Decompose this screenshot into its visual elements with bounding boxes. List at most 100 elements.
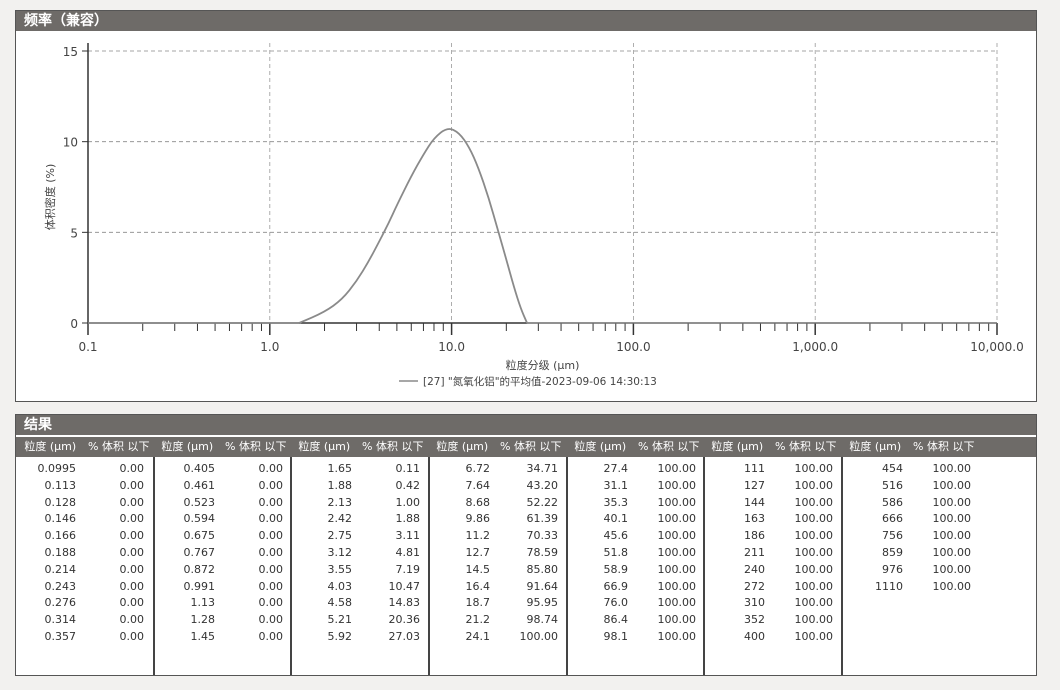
particle-size: 400 [744, 629, 765, 643]
particle-size: 40.1 [603, 512, 629, 526]
volume-percent-under: 0.00 [119, 545, 145, 559]
x-tick-label: 1.0 [260, 340, 279, 354]
column-body: 111 100.00 127 100.00 144 100.00 163 100.00 186 1… [703, 457, 840, 675]
volume-percent-under: 0.00 [258, 478, 284, 492]
table-row: 1.65 0.11 [292, 461, 427, 478]
volume-percent-under: 0.00 [258, 613, 284, 627]
frequency-chart: 0 5 10 15 0.1 1.0 10.0 100.0 1,000.0 10,000.0 [27]… [43, 43, 1024, 388]
volume-percent-under: 100.00 [932, 478, 972, 492]
percent-column-header: % 体积 以下 [225, 440, 287, 453]
particle-size: 16.4 [465, 579, 491, 593]
volume-percent-under: 1.88 [395, 512, 421, 526]
table-row: 2.42 1.88 [292, 511, 427, 528]
volume-percent-under: 4.81 [395, 545, 421, 559]
table-row: 0.113 0.00 [16, 478, 153, 495]
particle-size: 12.7 [465, 545, 491, 559]
table-row: 0.767 0.00 [155, 545, 290, 562]
table-row: 0.166 0.00 [16, 528, 153, 545]
column-body: 27.4 100.00 31.1 100.00 35.3 100.00 40.1 100.00… [566, 457, 703, 675]
volume-percent-under: 100.00 [794, 629, 834, 643]
volume-percent-under: 0.00 [258, 529, 284, 543]
particle-size: 0.128 [44, 495, 77, 509]
column-headers: 粒度 (μm) % 体积 以下 [841, 437, 978, 457]
table-row: 0.188 0.00 [16, 545, 153, 562]
particle-size: 4.58 [327, 596, 353, 610]
volume-percent-under: 85.80 [526, 562, 559, 576]
particle-size: 0.594 [183, 512, 216, 526]
particle-size: 0.188 [44, 545, 77, 559]
size-column-header: 粒度 (μm) [298, 440, 351, 453]
particle-size: 14.5 [465, 562, 491, 576]
x-tick-label: 100.0 [616, 340, 650, 354]
volume-percent-under: 100.00 [794, 529, 834, 543]
particle-size: 45.6 [603, 529, 629, 543]
column-headers: 粒度 (μm) % 体积 以下 [290, 437, 427, 457]
table-row: 0.0995 0.00 [16, 461, 153, 478]
particle-size: 111 [744, 462, 765, 475]
column-headers: 粒度 (μm) % 体积 以下 [428, 437, 565, 457]
volume-percent-under: 0.00 [119, 512, 145, 526]
table-row: 1.88 0.42 [292, 478, 427, 495]
particle-size: 240 [744, 562, 765, 576]
particle-size: 0.0995 [37, 462, 77, 475]
particle-size: 3.55 [327, 562, 353, 576]
table-row: 976 100.00 [843, 562, 978, 579]
particle-size: 1.28 [190, 613, 216, 627]
volume-percent-under: 100.00 [932, 579, 972, 593]
x-tick-label: 0.1 [78, 340, 97, 354]
table-row: 111 100.00 [705, 461, 840, 478]
y-axis-label: 体积密度 (%) [43, 164, 57, 231]
table-row: 8.68 52.22 [430, 495, 565, 512]
particle-size: 976 [882, 562, 903, 576]
particle-size: 1.65 [327, 462, 353, 475]
volume-percent-under: 0.42 [395, 478, 421, 492]
percent-column-header: % 体积 以下 [88, 440, 150, 453]
results-title: 结果 [16, 415, 1036, 435]
volume-percent-under: 0.00 [258, 462, 284, 475]
particle-size: 86.4 [603, 613, 629, 627]
result-column-group: 粒度 (μm)% 体积 以下 0.0995 0.00 0.113 0.00 0.128 0.… [16, 437, 153, 675]
size-column-header: 粒度 (μm) [436, 440, 489, 453]
particle-size: 0.166 [44, 529, 77, 543]
result-column-group: 粒度 (μm) % 体积 以下 454 100.00 516 100.00 586 100.0… [841, 437, 978, 675]
particle-size: 1.88 [327, 478, 353, 492]
volume-percent-under: 0.00 [258, 562, 284, 576]
y-tick-label: 10 [63, 136, 78, 150]
size-column-header: 粒度 (μm) [574, 440, 627, 453]
result-column-group: 粒度 (μm) % 体积 以下 27.4 100.00 31.1 100.00 35.3 10… [566, 437, 703, 675]
volume-percent-under: 0.00 [119, 462, 145, 475]
particle-size: 31.1 [603, 478, 629, 492]
percent-column-header: % 体积 以下 [775, 440, 837, 453]
particle-size: 163 [744, 512, 765, 526]
volume-percent-under: 0.11 [395, 462, 421, 475]
particle-size: 18.7 [465, 596, 491, 610]
particle-size: 454 [882, 462, 903, 475]
size-column-header: 粒度 (μm) [711, 440, 764, 453]
table-row: 7.64 43.20 [430, 478, 565, 495]
table-row: 0.276 0.00 [16, 595, 153, 612]
table-row: 1.28 0.00 [155, 612, 290, 629]
volume-percent-under: 100.00 [794, 579, 834, 593]
table-row: 6.72 34.71 [430, 461, 565, 478]
table-row: 516 100.00 [843, 478, 978, 495]
particle-size: 76.0 [603, 596, 629, 610]
volume-percent-under: 100.00 [657, 629, 697, 643]
table-row: 98.1 100.00 [568, 629, 703, 646]
particle-size: 8.68 [465, 495, 491, 509]
particle-size: 1.45 [190, 629, 216, 643]
table-row: 14.5 85.80 [430, 562, 565, 579]
volume-percent-under: 0.00 [119, 629, 145, 643]
volume-percent-under: 43.20 [526, 478, 559, 492]
table-row: 58.9 100.00 [568, 562, 703, 579]
volume-percent-under: 0.00 [119, 579, 145, 593]
volume-percent-under: 98.74 [526, 613, 559, 627]
column-body: 1.65 0.11 1.88 0.42 2.13 1.00 2.42 1.88 2.75 3.11… [290, 457, 427, 675]
table-row: 0.357 0.00 [16, 629, 153, 646]
table-row: 76.0 100.00 [568, 595, 703, 612]
particle-size: 4.03 [327, 579, 353, 593]
x-tick-label: 1,000.0 [792, 340, 838, 354]
table-row: 0.314 0.00 [16, 612, 153, 629]
table-row: 186 100.00 [705, 528, 840, 545]
particle-size: 0.523 [183, 495, 216, 509]
y-tick-label: 5 [70, 226, 78, 240]
